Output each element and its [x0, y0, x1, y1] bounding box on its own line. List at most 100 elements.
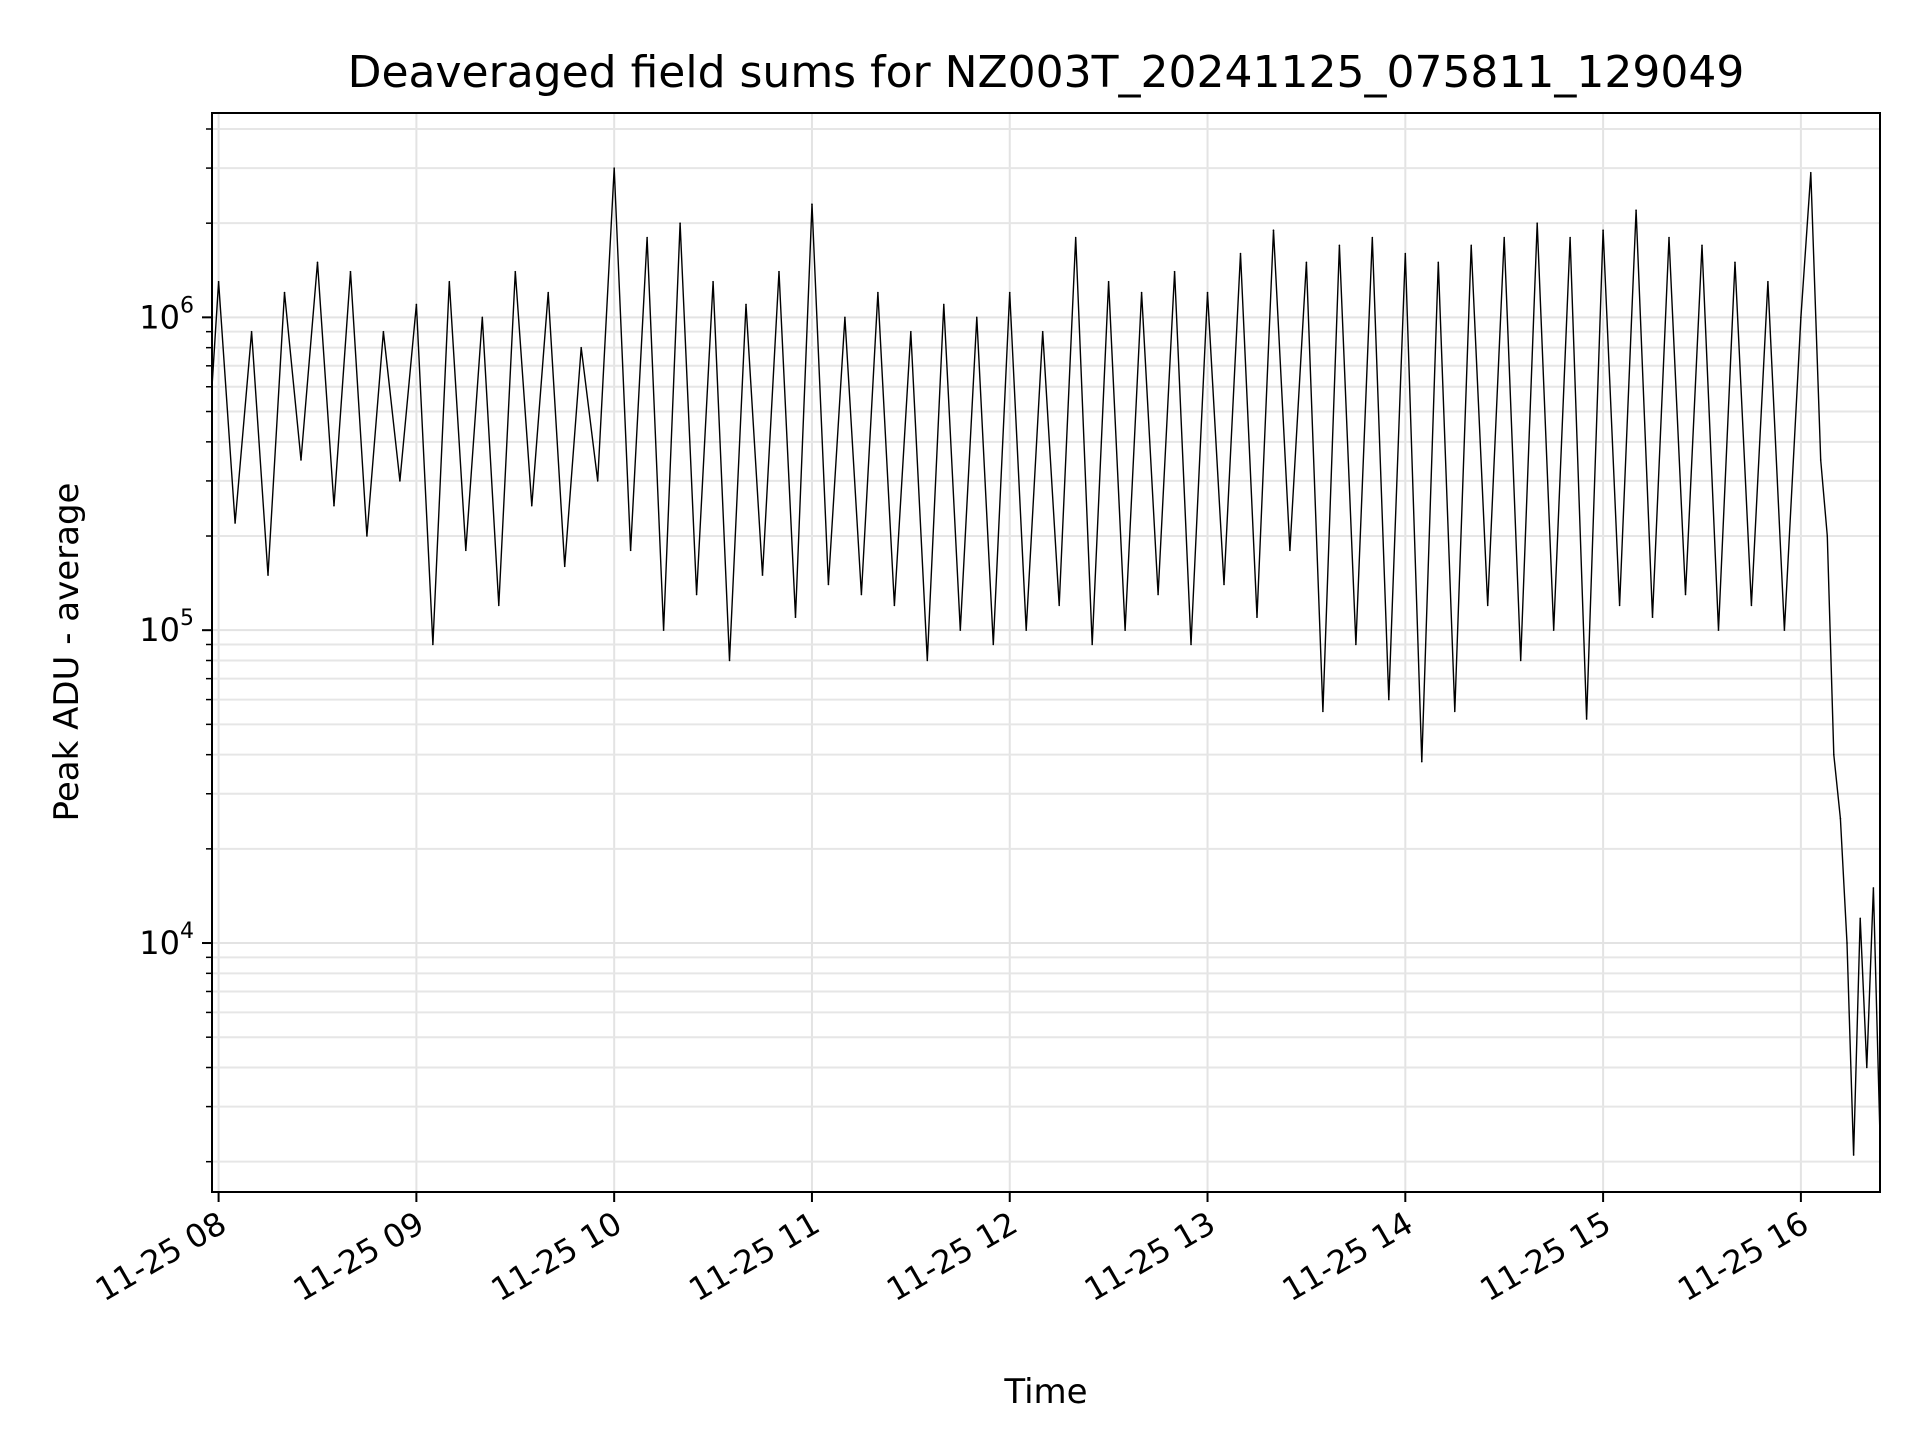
data-point: [1852, 1154, 1855, 1156]
data-point: [1388, 698, 1390, 701]
data-point: [333, 504, 335, 507]
data-point: [1536, 222, 1538, 224]
data-point: [1859, 917, 1862, 920]
data-point: [992, 643, 995, 646]
data-point: [1025, 629, 1028, 631]
data-point: [975, 316, 978, 319]
data-point: [1651, 616, 1654, 619]
data-point: [1041, 330, 1044, 333]
data-point: [1872, 887, 1875, 889]
data-point: [1701, 244, 1703, 247]
chart-title: Deaveraged field sums for NZ003T_2024112…: [348, 47, 1745, 98]
data-point: [1453, 710, 1456, 713]
data-point: [366, 535, 368, 537]
data-point: [613, 167, 615, 169]
data-point: [1519, 659, 1522, 662]
data-point: [1569, 236, 1571, 239]
data-point: [217, 280, 220, 283]
data-point: [811, 203, 813, 205]
data-point: [1767, 280, 1769, 283]
data-point: [1239, 252, 1242, 255]
data-point: [1173, 270, 1176, 273]
data-point: [1470, 244, 1473, 247]
data-point: [596, 480, 599, 482]
data-point: [794, 616, 797, 619]
data-point: [1371, 236, 1374, 239]
data-point: [1355, 643, 1357, 646]
data-point: [1107, 280, 1110, 283]
data-point: [959, 629, 962, 631]
data-point: [1833, 753, 1835, 756]
data-point: [1404, 252, 1407, 255]
data-point: [1074, 236, 1077, 239]
data-point: [910, 330, 912, 333]
data-point: [1305, 261, 1308, 264]
data-point: [646, 236, 648, 239]
data-point: [1846, 942, 1848, 944]
data-point: [432, 643, 434, 646]
data-point: [1809, 171, 1812, 174]
data-point: [382, 330, 385, 333]
y-tick-label: 105: [139, 606, 194, 649]
data-point: [1717, 629, 1720, 631]
data-point: [234, 522, 236, 524]
data-point: [1223, 583, 1225, 586]
data-point: [1585, 718, 1588, 720]
data-point: [1124, 629, 1126, 631]
data-point: [1684, 593, 1687, 596]
data-point: [926, 659, 929, 662]
data-point: [1437, 261, 1440, 264]
data-point: [1420, 760, 1423, 763]
data-point: [1866, 1066, 1868, 1069]
data-point: [1058, 604, 1060, 607]
plot-frame: [211, 112, 1881, 1193]
data-point: [267, 574, 269, 576]
data-point: [1008, 291, 1011, 294]
data-point: [1157, 593, 1159, 596]
data-point: [778, 270, 780, 273]
data-point: [530, 504, 533, 507]
data-point: [745, 303, 747, 306]
data-point: [1552, 629, 1555, 631]
data-point: [1503, 236, 1506, 239]
data-point: [1826, 535, 1829, 537]
data-point: [497, 604, 500, 607]
data-point: [316, 261, 319, 264]
data-point: [860, 593, 863, 596]
y-tick-label: 104: [139, 919, 194, 962]
data-point: [481, 316, 484, 319]
data-point: [1272, 229, 1275, 231]
data-point: [877, 291, 879, 294]
data-point: [1783, 629, 1786, 631]
data-point: [514, 270, 517, 273]
data-point: [415, 303, 418, 306]
data-point: [1819, 459, 1822, 461]
data-point: [547, 291, 550, 294]
data-point: [349, 270, 352, 273]
data-point: [662, 629, 665, 631]
y-axis: 104 105 106: [139, 128, 212, 1163]
data-point: [1140, 291, 1143, 294]
data-point: [1839, 817, 1842, 820]
data-point: [1602, 229, 1604, 231]
y-tick-label: 106: [139, 293, 194, 336]
data-point: [1618, 604, 1621, 607]
data-point: [399, 480, 401, 482]
data-point: [1206, 291, 1209, 294]
data-point: [827, 583, 830, 586]
data-point: [465, 549, 467, 552]
data-point: [1256, 616, 1258, 619]
data-point: [1289, 549, 1291, 552]
data-point: [1734, 261, 1736, 264]
data-point: [629, 549, 632, 552]
data-point: [580, 346, 583, 349]
data-point: [695, 593, 698, 596]
data-point: [893, 604, 896, 607]
data-point: [1668, 236, 1670, 239]
data-point: [283, 291, 286, 294]
data-point: [300, 459, 302, 461]
data-point: [844, 316, 846, 319]
